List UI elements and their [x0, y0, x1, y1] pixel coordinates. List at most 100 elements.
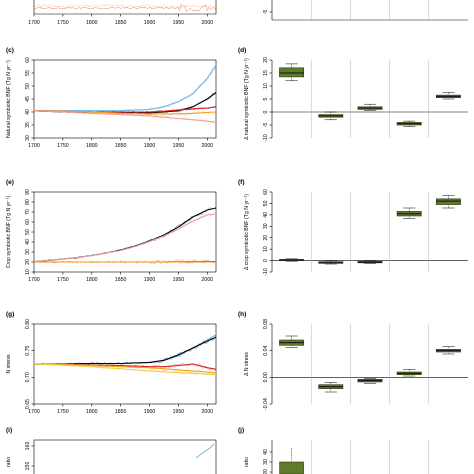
panel-letter: (d): [238, 47, 246, 54]
x-tick-label: 1900: [144, 409, 156, 415]
series-line-exp_e: [33, 363, 217, 376]
x-tick-label: 1900: [144, 277, 156, 283]
panel-i-frame: [33, 439, 217, 474]
x-tick-label: 1900: [144, 20, 156, 26]
y-tick-label: 40: [263, 449, 269, 455]
y-tick-label: 50: [263, 200, 269, 206]
line-chart-g: (g) 0.65 0.70 0.75 0.80 1700 1750 1800 1850 1900 1…: [6, 311, 217, 415]
y-tick-label: 0.08: [263, 319, 269, 329]
y-tick-label: 35: [25, 122, 31, 128]
y-tick-label: 20: [25, 259, 31, 265]
series-line-exp_d: [33, 110, 217, 115]
box: [279, 461, 304, 474]
y-axis-label: ratio: [244, 457, 250, 467]
y-axis-label: Δ crop symbiotic BNF (Tg N yr⁻¹): [244, 194, 250, 270]
x-tick-label: 1950: [173, 277, 185, 283]
y-tick-label: 20: [263, 57, 269, 63]
y-axis-label: Natural symbiotic BNF (Tg N yr⁻¹): [6, 60, 12, 138]
y-tick-label: 30: [25, 135, 31, 141]
x-tick-label: 1700: [28, 409, 40, 415]
box: [435, 198, 461, 205]
y-tick-label: -10: [263, 134, 269, 142]
y-tick-label: 0.75: [25, 346, 31, 356]
series-line-exp_a: [34, 64, 217, 112]
line-chart-e: (e) 10 20 30 40 50 60 70 80 90 1700 1750 1800 1850 190…: [6, 179, 217, 283]
x-tick-label: 1800: [86, 143, 98, 149]
x-tick-label: 1750: [57, 277, 69, 283]
panel-letter: (c): [6, 47, 14, 54]
y-tick-label: -5: [263, 123, 269, 128]
series-line-exp_b: [33, 110, 217, 123]
series-line-observed: [34, 336, 217, 365]
y-axis-label: ratio: [6, 457, 12, 467]
x-tick-label: 1800: [86, 277, 98, 283]
x-tick-label: 1700: [28, 143, 40, 149]
top-strip: 1700 1750 1800 1850 1900 1950 2000 -5: [28, 0, 468, 26]
series-line-exp_a: [34, 334, 217, 365]
box-chart-d: (d) -10 -5 0 5 10 15 20 Δ natural symbiotic BNF …: [238, 47, 468, 142]
box: [279, 67, 305, 78]
y-tick-label: 30: [25, 249, 31, 255]
x-tick-label: 2000: [202, 143, 214, 149]
y-tick-label: 40: [263, 212, 269, 218]
bottom-strip: (i) (j) ratio 160 150 ratio 40 30 20: [6, 427, 430, 474]
plot-frame: [33, 191, 217, 273]
panel-letter: (i): [6, 427, 12, 434]
x-tick-label: 2000: [202, 20, 214, 26]
y-tick-label: 10: [25, 269, 31, 275]
y-tick-label: 40: [25, 239, 31, 245]
y-tick-label: 60: [25, 219, 31, 225]
y-tick-label: 160: [25, 442, 31, 451]
x-tick-label: 1850: [115, 20, 127, 26]
series-line-exp_b: [33, 213, 217, 263]
plot-frame: [33, 59, 217, 139]
y-axis-label: Δ N stress: [244, 352, 250, 376]
x-tick-label: 1750: [57, 20, 69, 26]
panel-a-noise-orange: [33, 4, 217, 8]
y-axis-label: Crop symbiotic BNF (Tg N yr⁻¹): [6, 195, 12, 268]
y-tick-label: 5: [263, 97, 269, 100]
y-tick-label: 55: [25, 70, 31, 76]
x-tick-label: 1950: [173, 409, 185, 415]
x-tick-label: 1800: [86, 409, 98, 415]
panel-letter: (f): [238, 179, 245, 186]
y-tick-label: 0: [263, 110, 269, 113]
line-chart-c: (c) 30 35 40 45 50 55 60 1700 1750 1800 1850 1900 195…: [6, 47, 217, 149]
panel-letter: (e): [6, 179, 14, 186]
y-tick-label: 20: [263, 235, 269, 241]
x-tick-label: 1750: [57, 409, 69, 415]
y-tick-label: 0.70: [25, 372, 31, 382]
series-noise-exp_a: [33, 333, 217, 366]
y-tick-label: 45: [25, 96, 31, 102]
x-tick-label: 1750: [57, 143, 69, 149]
y-tick-label: 60: [25, 57, 31, 63]
panel-letter: (h): [238, 311, 246, 318]
series-noise-observed: [33, 207, 217, 263]
x-tick-label: 1950: [173, 143, 185, 149]
x-tick-label: 1850: [115, 277, 127, 283]
y-tick-label: 150: [25, 462, 31, 471]
y-tick-label: 90: [25, 189, 31, 195]
panel-letter: (j): [238, 427, 244, 434]
box-chart-f: (f) -10 0 10 20 30 40 50 60 Δ crop symbiotic BNF …: [238, 179, 468, 276]
y-tick-label: 10: [263, 83, 269, 89]
box-chart-h: (h) -0.04 0.00 0.04 0.08 Δ N stress: [238, 311, 468, 410]
y-tick-label: 80: [25, 199, 31, 205]
series-noise-exp_a: [34, 66, 217, 112]
x-tick-label: 1850: [115, 143, 127, 149]
x-tick-label: 2000: [202, 277, 214, 283]
y-tick-label: 10: [263, 246, 269, 252]
x-tick-label: 1950: [173, 20, 185, 26]
panel-i-series-blue: [195, 443, 215, 459]
series-line-observed: [33, 207, 217, 263]
y-tick-label: -5: [263, 10, 269, 15]
y-tick-label: 0.04: [263, 346, 269, 356]
series-line-exp_d: [33, 363, 217, 374]
y-tick-label: 0: [263, 259, 269, 262]
x-tick-label: 1700: [28, 20, 40, 26]
x-tick-label: 1800: [86, 20, 98, 26]
x-tick-label: 2000: [202, 409, 214, 415]
y-tick-label: 30: [263, 223, 269, 229]
y-axis-label: N stress: [6, 354, 12, 373]
